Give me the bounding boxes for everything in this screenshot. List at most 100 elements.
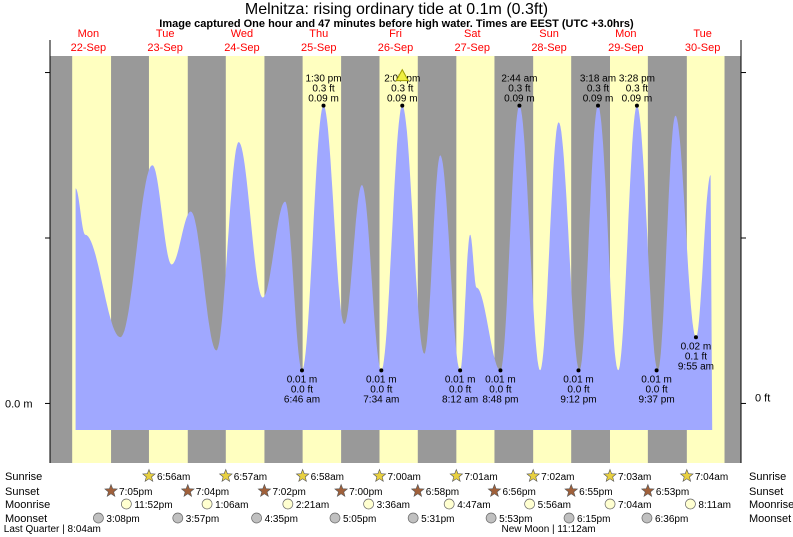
moonrise-time: 4:47am [457, 500, 490, 511]
axes: 0.0 m 0 ft [5, 40, 770, 463]
high-tide-m: 0.09 m [504, 94, 535, 105]
sunset-time: 6:55pm [579, 487, 612, 498]
sunrise-star-icon [295, 468, 310, 482]
now-marker-icon [395, 68, 410, 82]
low-tide-point [299, 368, 304, 373]
sunrise-time: 7:04am [695, 472, 728, 483]
moonrise-moon-icon [363, 498, 374, 510]
sunset-time: 7:04pm [196, 487, 229, 498]
low-tide-time: 8:48 pm [482, 394, 518, 405]
moonset-time: 6:15pm [577, 514, 610, 525]
low-tide-m: 0.01 m [641, 374, 672, 385]
high-tide-time: 1:30 pm [305, 74, 341, 85]
low-tide-ft: 0.0 ft [489, 384, 511, 395]
sunset-time: 6:56pm [502, 487, 535, 498]
low-tide-m: 0.01 m [563, 374, 594, 385]
moonset-time: 3:57pm [186, 514, 219, 525]
sunset-star-icon [410, 483, 425, 497]
moonrise-moon-icon [524, 498, 535, 510]
low-tide-m: 0.01 m [485, 374, 516, 385]
moonrise-moon-icon [443, 498, 455, 510]
moonset-moon-icon [172, 512, 184, 524]
day-weekday: Thu [309, 28, 328, 40]
low-tide-m: 0.02 m [681, 341, 712, 352]
day-weekday: Mon [615, 28, 636, 40]
moonset-time: 5:05pm [343, 514, 376, 525]
day-date: 24-Sep [224, 42, 259, 54]
moonset-row-label-left: Moonset [5, 513, 47, 525]
night-band [724, 56, 741, 463]
low-tide-time: 8:12 am [442, 394, 478, 405]
high-tide-m: 0.09 m [622, 94, 653, 105]
low-tide-ft: 0.0 ft [645, 384, 667, 395]
high-tide-ft: 0.3 ft [312, 84, 334, 95]
tide-area [75, 105, 713, 430]
moonset-time: 5:53pm [499, 514, 532, 525]
low-tide-ft: 0.0 ft [449, 384, 471, 395]
low-tide-point [498, 368, 503, 373]
day-date: 28-Sep [531, 42, 566, 54]
sunset-star-icon [334, 483, 349, 497]
moonset-moon-icon [641, 512, 653, 524]
low-tide-point [458, 368, 463, 373]
low-tide-point [693, 335, 698, 340]
moonrise-time: 1:06am [215, 500, 248, 511]
low-tide-ft: 0.0 ft [370, 384, 392, 395]
y-axis-left-label: 0.0 m [5, 398, 33, 410]
sunset-time: 7:00pm [349, 487, 382, 498]
moonrise-moon-icon [604, 498, 616, 510]
moonset-time: 4:35pm [265, 514, 298, 525]
sunset-star-icon [487, 483, 502, 497]
moonrise-moon-icon [201, 498, 213, 510]
low-tide-time: 7:34 am [363, 394, 399, 405]
y-axis-right-label: 0 ft [755, 392, 770, 404]
high-tide-ft: 0.3 ft [508, 84, 530, 95]
sunrise-time: 6:57am [234, 472, 267, 483]
sunset-time: 6:53pm [656, 487, 689, 498]
high-tide-m: 0.09 m [308, 94, 339, 105]
sunset-time: 6:58pm [426, 487, 459, 498]
moonrise-time: 8:11am [698, 500, 731, 511]
sunrise-star-icon [679, 468, 694, 482]
sunrise-time: 6:56am [157, 472, 190, 483]
day-date: 23-Sep [147, 42, 182, 54]
high-tide-m: 0.09 m [583, 94, 614, 105]
moonset-moon-icon [329, 512, 341, 524]
sunset-star-icon [104, 483, 118, 497]
high-tide-point [400, 103, 405, 108]
day-date: 25-Sep [301, 42, 336, 54]
low-tide-time: 9:12 pm [560, 394, 596, 405]
sunset-star-icon [564, 483, 579, 497]
sunset-row-label-left: Sunset [5, 486, 39, 498]
day-date: 27-Sep [455, 42, 490, 54]
moon-phase-label: Last Quarter | 8:04am [4, 524, 101, 535]
moonset-time: 5:31pm [421, 514, 454, 525]
moonrise-moon-icon [685, 498, 696, 510]
astro-rows: Sunrise Sunrise 6:56am 6:57am 6:58am 7:00am 7:… [4, 468, 793, 535]
high-tide-point [634, 103, 639, 108]
high-tide-point [321, 103, 326, 108]
moonrise-time: 3:36am [377, 500, 410, 511]
low-tide-ft: 0.0 ft [567, 384, 589, 395]
low-tide-m: 0.01 m [287, 374, 318, 385]
day-weekday: Sun [539, 28, 559, 40]
chart-subtitle: Image captured One hour and 47 minutes b… [159, 18, 634, 30]
tide-annotations: 1:30 pm0.3 ft0.09 m2:07 pm0.3 ft0.09 m2:… [284, 68, 714, 405]
day-weekday: Tue [693, 28, 712, 40]
moonrise-time: 7:04am [618, 500, 651, 511]
moonset-row-label-right: Moonset [749, 513, 791, 525]
sunrise-star-icon [142, 468, 156, 482]
moonset-moon-icon [407, 512, 419, 524]
sunset-time: 7:02pm [272, 487, 305, 498]
moonset-moon-icon [485, 512, 497, 524]
moonrise-row-label-left: Moonrise [5, 499, 50, 511]
high-tide-time: 2:44 am [501, 74, 537, 85]
day-date: 30-Sep [685, 42, 720, 54]
high-tide-m: 0.09 m [387, 94, 418, 105]
moonrise-time: 2:21am [296, 500, 329, 511]
high-tide-ft: 0.3 ft [626, 84, 648, 95]
moonrise-time: 11:52pm [134, 500, 172, 511]
moonset-moon-icon [251, 512, 262, 524]
moon-phase-label: New Moon | 11:12am [501, 524, 595, 535]
